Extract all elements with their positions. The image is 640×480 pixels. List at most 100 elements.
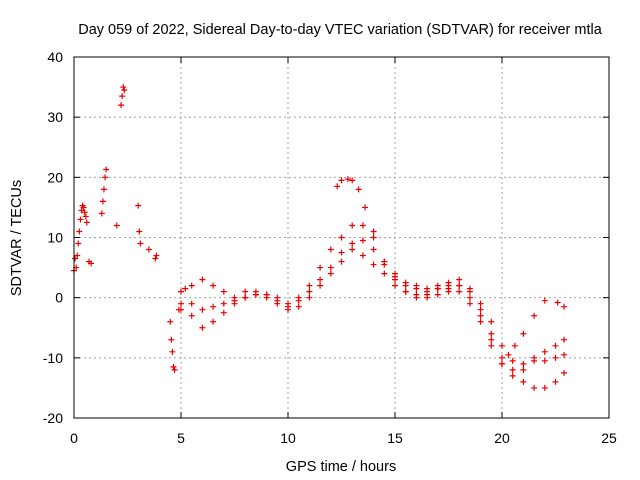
y-tick-label: -20: [43, 410, 63, 426]
data-point: [80, 204, 87, 211]
data-point: [210, 318, 217, 325]
data-point: [370, 228, 377, 235]
data-point: [220, 288, 227, 295]
data-point: [88, 260, 95, 267]
data-point: [561, 369, 568, 376]
data-point: [344, 176, 351, 183]
data-point: [561, 336, 568, 343]
series-arc-A: [167, 237, 568, 391]
data-point: [199, 306, 206, 313]
data-point: [456, 276, 463, 283]
data-point: [349, 222, 356, 229]
data-point: [541, 384, 548, 391]
data-point: [520, 360, 527, 367]
data-point: [242, 294, 249, 301]
data-point: [136, 228, 143, 235]
data-point: [349, 246, 356, 253]
x-axis-label: GPS time / hours: [286, 459, 396, 475]
data-point: [554, 299, 561, 306]
x-tick-label: 0: [70, 430, 78, 446]
data-point: [488, 318, 495, 325]
data-point: [145, 246, 152, 253]
data-point: [317, 264, 324, 271]
data-point: [295, 303, 302, 310]
data-point: [561, 303, 568, 310]
data-point: [509, 372, 516, 379]
data-point: [445, 279, 452, 286]
data-point: [170, 363, 177, 370]
data-point: [338, 234, 345, 241]
data-point: [102, 174, 109, 181]
data-point: [511, 342, 518, 349]
y-tick-label: 0: [55, 290, 63, 306]
data-point: [499, 342, 505, 349]
data-point: [338, 249, 345, 256]
data-point: [355, 186, 362, 193]
data-point: [466, 300, 473, 307]
data-point: [445, 285, 452, 292]
data-point: [81, 209, 88, 216]
x-tick-label: 25: [601, 430, 617, 446]
data-point: [561, 351, 568, 358]
data-point: [72, 255, 79, 262]
data-point: [152, 255, 159, 262]
x-tick-label: 5: [177, 430, 185, 446]
grid-lines: [74, 57, 609, 418]
data-point: [306, 288, 313, 295]
y-axis-ticks: -20 -10 0 10 20 30 40: [43, 49, 609, 426]
data-point: [113, 222, 120, 229]
data-point: [220, 300, 227, 307]
data-point: [552, 378, 559, 385]
data-point: [456, 282, 463, 289]
data-point: [359, 252, 366, 259]
data-point: [359, 237, 366, 244]
y-tick-label: 40: [47, 49, 63, 65]
data-point: [188, 300, 195, 307]
data-point: [552, 354, 559, 361]
data-point: [359, 222, 366, 229]
data-point: [338, 177, 345, 184]
data-point: [77, 216, 84, 223]
data-point: [188, 312, 195, 319]
y-tick-label: 30: [47, 109, 63, 125]
data-point: [509, 366, 516, 373]
data-point: [231, 300, 238, 307]
data-point: [334, 183, 341, 190]
data-point: [552, 342, 559, 349]
data-point: [285, 306, 291, 313]
data-point: [295, 294, 302, 301]
data-point: [178, 300, 184, 307]
data-point: [210, 303, 217, 310]
data-point: [477, 300, 484, 307]
data-point: [306, 282, 313, 289]
data-point: [541, 357, 548, 364]
y-tick-label: 10: [47, 230, 63, 246]
data-point: [499, 360, 505, 367]
data-point: [119, 93, 126, 100]
data-point: [392, 282, 398, 289]
data-point: [274, 300, 281, 307]
chart-title: Day 059 of 2022, Sidereal Day-to-day VTE…: [78, 22, 602, 38]
data-point: [456, 288, 463, 295]
data-point: [477, 312, 484, 319]
data-point: [178, 288, 184, 295]
data-point: [477, 306, 484, 313]
data-point: [531, 357, 538, 364]
x-tick-label: 10: [280, 430, 296, 446]
data-point: [120, 84, 127, 91]
data-point: [520, 366, 527, 373]
data-point: [488, 342, 495, 349]
data-point: [199, 324, 206, 331]
data-point: [392, 273, 398, 280]
data-point: [121, 87, 128, 94]
x-tick-label: 20: [494, 430, 510, 446]
data-point: [520, 378, 527, 385]
data-point: [252, 291, 259, 298]
data-point: [327, 264, 334, 271]
data-point: [381, 258, 388, 265]
series-arc-C: [178, 246, 568, 367]
data-point: [434, 285, 441, 292]
x-tick-label: 15: [387, 430, 403, 446]
data-point: [199, 276, 206, 283]
